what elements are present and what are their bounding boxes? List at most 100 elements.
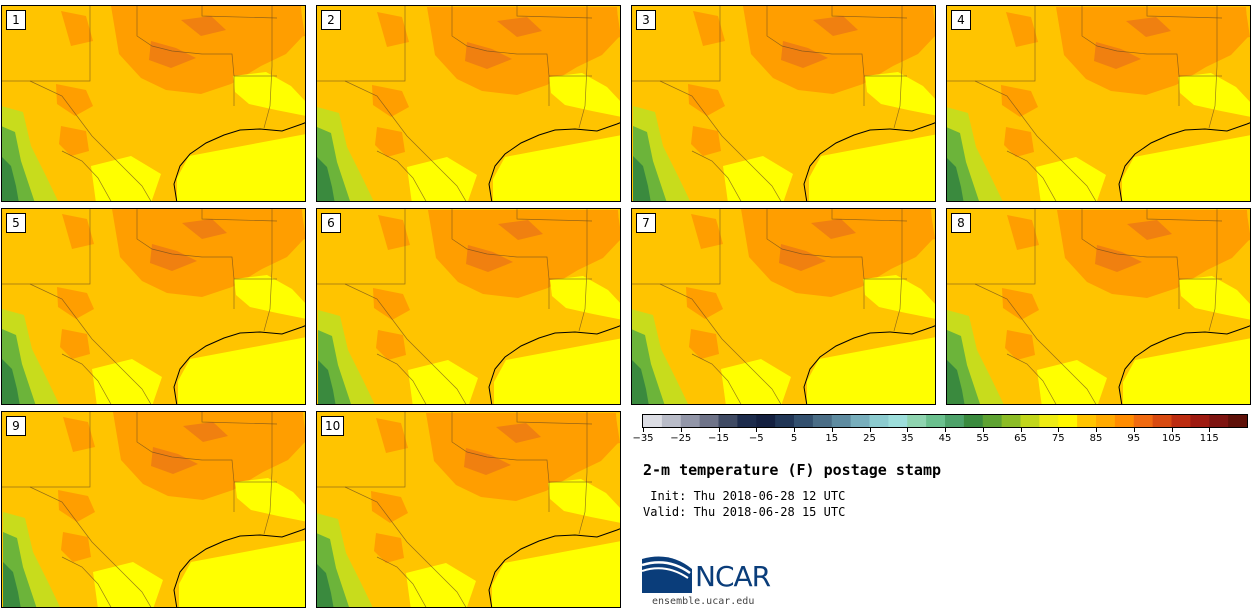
colorbar-swatch: [963, 415, 984, 427]
boundary-line: [1006, 353, 1057, 404]
temperature-region: [1127, 220, 1172, 240]
colorbar-tick: [794, 428, 795, 432]
colorbar-tick: [1020, 428, 1022, 432]
boundary-line: [1006, 150, 1057, 201]
boundary-line: [766, 209, 865, 309]
colorbar-tick: [907, 428, 909, 432]
colorbar-tick: [680, 428, 682, 432]
temperature-map: [317, 6, 620, 201]
colorbar-swatch: [1133, 415, 1154, 427]
init-time: Init: Thu 2018-06-28 12 UTC: [643, 489, 846, 503]
coastline: [488, 122, 620, 201]
temperature-region: [62, 214, 94, 249]
boundary-line: [30, 412, 91, 488]
temperature-region: [1002, 288, 1039, 320]
member-number: 7: [636, 213, 656, 233]
boundary-line: [893, 6, 903, 129]
colorbar-swatch: [756, 415, 776, 427]
colorbar-swatch: [1039, 415, 1059, 427]
temperature-region: [178, 337, 305, 404]
colorbar-tick-label: −5: [748, 433, 764, 444]
temperature-region: [688, 84, 725, 116]
boundary-line: [345, 209, 406, 285]
temperature-region: [182, 219, 227, 239]
temperature-region: [743, 6, 935, 94]
colorbar-swatch: [888, 415, 908, 427]
temperature-region: [428, 210, 620, 298]
temperature-region: [408, 360, 478, 404]
temperature-region: [377, 12, 409, 47]
colorbar-tick: [756, 428, 758, 432]
boundary-line: [691, 353, 742, 404]
member-number: 3: [636, 10, 656, 30]
colorbar-swatch: [1058, 415, 1078, 427]
colorbar-swatch: [643, 415, 663, 427]
colorbar-swatch: [1171, 415, 1191, 427]
colorbar-swatch: [1152, 415, 1173, 427]
boundary-line: [136, 6, 235, 106]
temperature-region: [268, 414, 305, 446]
temperature-region: [1057, 210, 1249, 298]
temperature-region: [177, 134, 305, 201]
temperature-region: [234, 275, 305, 319]
colorbar-swatch: [982, 415, 1003, 427]
temperature-region: [58, 490, 95, 522]
temperature-region: [1123, 338, 1250, 404]
temperature-region: [947, 158, 964, 201]
boundary-line: [376, 150, 427, 201]
colorbar-tick-label: −35: [632, 433, 654, 444]
temperature-region: [779, 244, 826, 271]
temperature-region: [494, 338, 620, 404]
temperature-map: [317, 412, 620, 607]
temperature-region: [807, 337, 935, 404]
coastline: [173, 122, 305, 201]
colorbar-tick: [1133, 428, 1135, 432]
temperature-region: [59, 126, 89, 156]
temperature-region: [374, 533, 404, 563]
colorbar-tick-label: 105: [1161, 433, 1182, 444]
temperature-region: [1007, 215, 1039, 250]
temperature-region: [183, 422, 228, 442]
boundary-line: [516, 209, 593, 222]
ncar-logo-text: NCAR: [695, 560, 771, 593]
temperature-region: [57, 287, 94, 319]
temperature-region: [1005, 330, 1035, 360]
temperature-region: [583, 212, 620, 244]
boundary-line: [30, 6, 91, 82]
colorbar-swatch: [1096, 415, 1116, 427]
boundary-line: [1081, 209, 1180, 309]
boundary-line: [345, 6, 406, 82]
temperature-region: [723, 156, 793, 201]
temperature-region: [493, 135, 620, 201]
boundary-line: [516, 6, 593, 19]
boundary-line: [345, 412, 406, 488]
boundary-line: [30, 209, 91, 285]
temperature-region: [633, 156, 651, 201]
valid-time: Valid: Thu 2018-06-28 15 UTC: [643, 505, 846, 519]
colorbar-swatch: [1020, 415, 1040, 427]
boundary-line: [201, 6, 278, 19]
temperature-region: [582, 9, 620, 41]
temperature-map: [947, 209, 1250, 404]
boundary-line: [376, 353, 427, 404]
boundary-line: [263, 209, 273, 332]
boundary-line: [29, 283, 152, 404]
colorbar-swatch: [737, 415, 757, 427]
boundary-line: [29, 80, 152, 201]
boundary-line: [974, 283, 1097, 404]
colorbar-tick-labels: −35 −25 −15 −5 5 15 25 35 45 55 65 75 85 95 105 115: [632, 428, 1248, 448]
member-panel: 2: [316, 5, 621, 202]
ncar-logo-icon: [642, 556, 692, 593]
colorbar-tick: [1171, 428, 1173, 432]
coastline: [173, 528, 305, 607]
temperature-region: [1001, 85, 1038, 117]
coastline: [1118, 325, 1250, 404]
colorbar-swatch: [1190, 415, 1210, 427]
boundary-line: [136, 209, 235, 309]
colorbar-tick: [945, 428, 946, 432]
temperature-region: [1036, 157, 1106, 201]
colorbar-tick-label: 35: [900, 433, 914, 444]
colorbar-tick: [643, 428, 644, 432]
plot-title: 2-m temperature (F) postage stamp: [643, 461, 942, 479]
member-number: 8: [951, 213, 971, 233]
